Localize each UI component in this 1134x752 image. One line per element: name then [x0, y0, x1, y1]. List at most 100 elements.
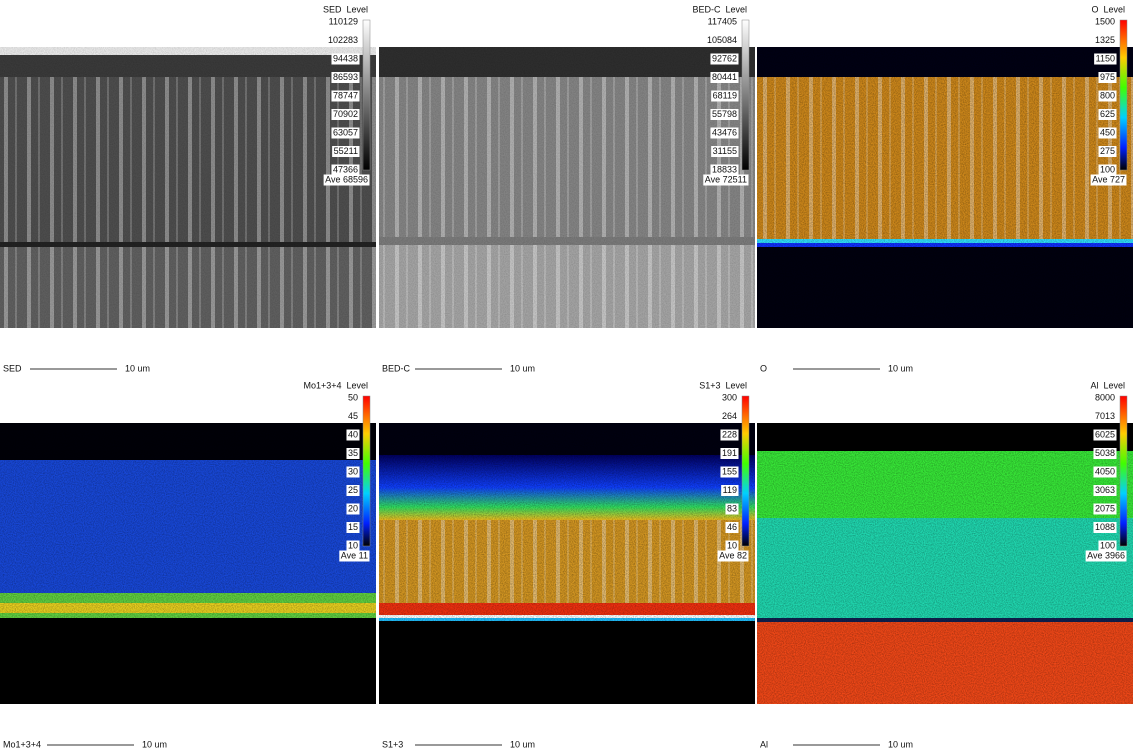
level-label: 117405 — [708, 16, 737, 26]
color-scale — [1119, 19, 1128, 171]
level-label-box — [720, 411, 739, 422]
map-noise — [379, 47, 755, 328]
level-label-box — [1098, 146, 1117, 157]
level-label: 4050 — [1095, 466, 1115, 476]
level-label: 300 — [722, 392, 737, 402]
color-scale — [1119, 395, 1128, 547]
level-label: 50 — [348, 392, 358, 402]
scale-label: 10 um — [510, 739, 535, 749]
level-label: 55798 — [712, 109, 737, 119]
level-label-box — [346, 522, 360, 533]
map-label: BED-C — [382, 363, 411, 373]
level-label-box — [346, 466, 360, 478]
average-label: Ave 72511 — [705, 174, 747, 184]
level-label-box — [332, 146, 360, 157]
scale-label: 10 um — [888, 363, 913, 373]
level-label-box — [331, 72, 360, 83]
level-label: 228 — [722, 429, 737, 439]
level-label-box — [327, 16, 360, 28]
level-label: 6025 — [1095, 429, 1115, 439]
level-label-box — [331, 164, 360, 176]
level-title: BED-C Level — [692, 4, 747, 14]
level-label-box — [721, 485, 739, 496]
level-label-box — [1085, 550, 1127, 562]
level-title: SED Level — [323, 4, 368, 14]
level-label-box — [1093, 429, 1117, 441]
average-label: Ave 727 — [1092, 174, 1125, 184]
level-label-box — [710, 72, 739, 83]
map-label: S1+3 — [382, 739, 403, 749]
level-label: 47366 — [333, 164, 358, 174]
level-label: 191 — [722, 448, 737, 458]
level-label-box — [710, 109, 739, 120]
level-label-box — [725, 522, 739, 533]
level-label: 3063 — [1095, 485, 1115, 495]
level-label: 80441 — [712, 72, 737, 82]
level-label-box — [346, 448, 360, 459]
level-label-box — [339, 550, 370, 562]
level-label-box — [1090, 174, 1127, 186]
level-label: 102283 — [328, 35, 358, 45]
level-label-box — [710, 53, 739, 65]
level-label: 78747 — [333, 90, 358, 100]
color-scale — [741, 395, 750, 547]
level-label-box — [720, 448, 739, 459]
map-noise — [379, 423, 755, 704]
average-label: Ave 3966 — [1087, 550, 1125, 560]
scale-label: 10 um — [142, 739, 167, 749]
level-label: 1500 — [1095, 16, 1115, 26]
level-label-box — [720, 429, 739, 441]
level-label: 264 — [722, 411, 737, 421]
level-label: 8000 — [1095, 392, 1115, 402]
level-label-box — [710, 127, 739, 139]
level-label: 35 — [348, 448, 358, 458]
level-label: 10 — [727, 540, 737, 550]
level-title: Al Level — [1090, 380, 1125, 390]
level-label-box — [331, 127, 360, 139]
map-panel: BED-C Level 117405 105084 92762 80441 68119 55… — [379, 4, 755, 373]
level-label: 275 — [1100, 146, 1115, 156]
level-title: O Level — [1091, 4, 1125, 14]
level-label-box — [331, 90, 360, 102]
map-label: Mo1+3+4 — [3, 739, 41, 749]
level-label-box — [1093, 411, 1117, 422]
color-scale — [741, 19, 750, 171]
level-label-box — [331, 109, 360, 120]
level-label-box — [323, 174, 370, 186]
level-label-box — [1093, 448, 1117, 459]
level-label: 1325 — [1095, 35, 1115, 45]
map-panel: SED Level 110129 102283 94438 86593 78747 7090… — [0, 4, 376, 373]
level-label: 100 — [1100, 540, 1115, 550]
map-panel: Al Level 8000 7013 6025 5038 4050 3063 2075 1088… — [757, 380, 1133, 749]
average-label: Ave 11 — [341, 550, 368, 560]
level-label-box — [1093, 16, 1117, 28]
level-label-box — [1098, 109, 1117, 120]
level-label-box — [346, 429, 360, 441]
level-label-box — [1094, 53, 1117, 65]
level-label: 94438 — [333, 53, 358, 63]
map-noise — [0, 423, 376, 704]
color-scale — [362, 19, 371, 171]
level-label-box — [711, 146, 739, 157]
level-label: 800 — [1100, 90, 1115, 100]
level-label-box — [1098, 127, 1117, 139]
level-label: 55211 — [334, 146, 358, 156]
level-label: 100 — [1100, 164, 1115, 174]
map-noise — [757, 423, 1133, 704]
average-label: Ave 68596 — [325, 174, 368, 184]
level-label-box — [1098, 90, 1117, 102]
level-label: 86593 — [333, 72, 358, 82]
level-label: 46 — [727, 522, 737, 532]
level-label: 110129 — [329, 16, 358, 26]
level-label: 15 — [348, 522, 358, 532]
level-label: 31155 — [713, 146, 737, 156]
level-label-box — [1093, 485, 1117, 496]
level-label-box — [703, 174, 749, 186]
level-label-box — [346, 503, 360, 515]
level-label: 450 — [1100, 127, 1115, 137]
level-label-box — [720, 392, 739, 404]
level-title: S1+3 Level — [699, 380, 747, 390]
